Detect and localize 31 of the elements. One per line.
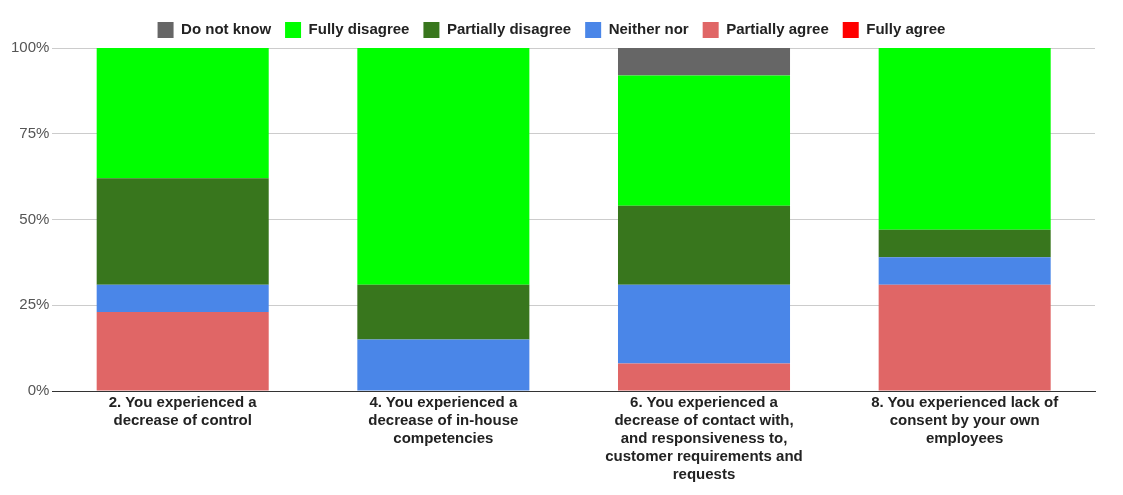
bar [96, 48, 269, 179]
bar [357, 284, 530, 340]
legend-label: Partially agree [726, 20, 829, 38]
bar [878, 257, 1051, 285]
y-tick-label: 75% [19, 123, 50, 141]
y-tick-label: 50% [19, 209, 50, 227]
y-tick-label: 0% [27, 381, 50, 399]
bar [96, 178, 269, 285]
x-tick-label: 6. You experienced a decrease of contact with, and responsiveness to, customer requirements and requests [605, 393, 803, 483]
bar [617, 363, 791, 391]
bar [617, 75, 791, 206]
bar [617, 48, 791, 76]
legend-label: Fully agree [866, 20, 946, 38]
legend-label: Do not know [181, 20, 272, 38]
legend-label: Neither nor [608, 20, 689, 38]
bar [617, 205, 791, 285]
bar [878, 284, 1051, 391]
bar [617, 284, 791, 364]
y-tick-label: 25% [19, 295, 50, 313]
bar [96, 312, 269, 391]
bar [357, 48, 530, 285]
legend-label: Fully disagree [308, 20, 410, 38]
y-tick-label: 100% [10, 38, 50, 56]
x-tick-label: 4. You experienced a decrease of in-house competencies [368, 393, 519, 447]
legend-label: Partially disagree [446, 20, 572, 38]
x-tick-label: 2. You experienced a decrease of control [108, 393, 258, 429]
bar [96, 284, 269, 313]
bar [357, 339, 530, 391]
bar [878, 48, 1051, 230]
bar [878, 229, 1051, 258]
x-tick-label: 8. You experienced lack of consent by your own employees [871, 393, 1060, 447]
